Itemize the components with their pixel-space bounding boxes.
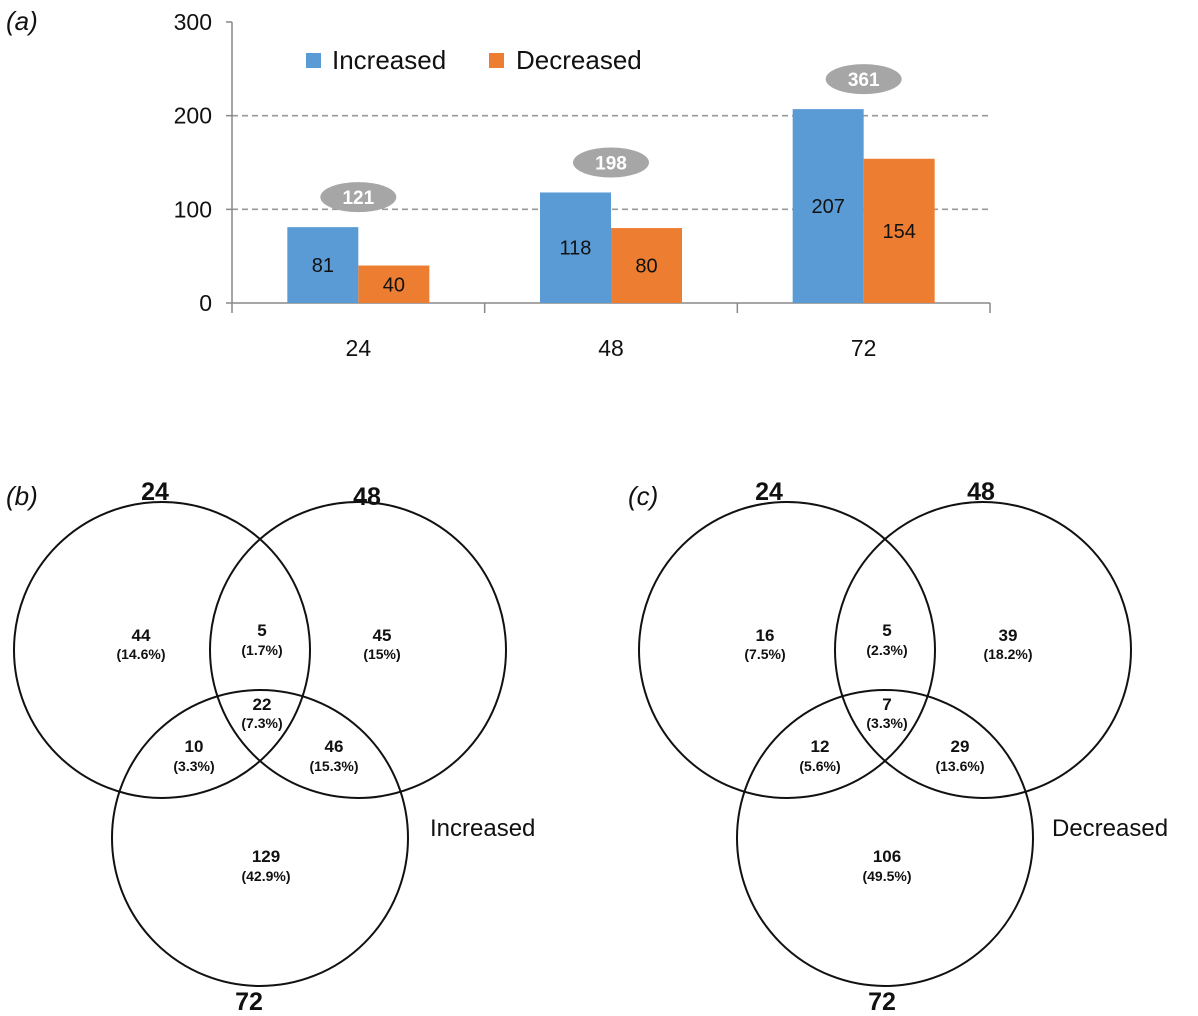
region-count: 29 — [951, 737, 970, 756]
x-tick-label: 48 — [598, 335, 624, 361]
region-count: 12 — [811, 737, 830, 756]
region-24-72: 10 (3.3%) — [173, 737, 214, 774]
legend-label-increased: Increased — [332, 45, 446, 75]
venn-title-decreased: Decreased — [1052, 815, 1168, 842]
region-only-48: 45 (15%) — [363, 626, 400, 662]
legend-swatch-increased — [306, 53, 321, 68]
set-label-48: 48 — [967, 478, 995, 506]
region-all-three: 22 (7.3%) — [241, 695, 282, 731]
venn-panel-increased: (b) 24 48 72 Increased 44 (14.6%) 5 (1.7… — [6, 478, 535, 1016]
panel-label-c: (c) — [628, 481, 658, 511]
total-badge — [825, 64, 902, 95]
venn-circle-24 — [13, 501, 311, 799]
bar-increased-48 — [540, 192, 611, 303]
region-only-24: 16 (7.5%) — [744, 626, 785, 662]
region-24-48: 5 (1.7%) — [241, 621, 282, 658]
venn-title-increased: Increased — [430, 815, 535, 842]
bar-decreased-72 — [863, 158, 935, 303]
region-count: 39 — [999, 626, 1018, 645]
region-count: 7 — [882, 695, 891, 714]
legend-label-decreased: Decreased — [516, 45, 642, 75]
region-percent: (2.3%) — [866, 642, 907, 658]
bar-value-label: 81 — [312, 255, 334, 277]
y-tick-label: 300 — [174, 9, 212, 35]
region-percent: (42.9%) — [241, 868, 290, 884]
set-label-72: 72 — [868, 988, 896, 1016]
total-label: 121 — [342, 188, 374, 209]
set-label-48: 48 — [353, 483, 381, 511]
total-label: 361 — [848, 70, 880, 91]
venn-circle-24 — [638, 501, 936, 799]
bar-value-label: 207 — [811, 196, 844, 218]
total-badge — [320, 182, 397, 213]
x-tick-label: 72 — [851, 335, 877, 361]
venn-circle-48 — [834, 501, 1132, 799]
venn-circle-72 — [111, 689, 409, 987]
region-count: 16 — [756, 626, 775, 645]
region-percent: (15%) — [363, 646, 400, 662]
region-percent: (14.6%) — [116, 646, 165, 662]
venn-circle-48 — [209, 501, 507, 799]
region-only-72: 129 (42.9%) — [241, 847, 290, 884]
x-tick-label: 24 — [346, 335, 372, 361]
region-percent: (15.3%) — [309, 758, 358, 774]
region-count: 44 — [132, 626, 151, 645]
set-label-72: 72 — [235, 988, 263, 1016]
region-percent: (18.2%) — [983, 646, 1032, 662]
region-only-24: 44 (14.6%) — [116, 626, 165, 662]
panel-label-a: (a) — [6, 6, 38, 36]
y-tick-label: 0 — [199, 290, 212, 316]
set-label-24: 24 — [755, 478, 783, 506]
region-count: 22 — [253, 695, 272, 714]
y-tick-label: 200 — [174, 103, 212, 129]
region-count: 46 — [325, 737, 344, 756]
region-percent: (3.3%) — [173, 758, 214, 774]
venn-circle-72 — [736, 689, 1034, 987]
region-count: 106 — [873, 847, 901, 866]
region-count: 5 — [257, 621, 266, 640]
region-count: 45 — [373, 626, 392, 645]
region-percent: (49.5%) — [862, 868, 911, 884]
panel-label-b: (b) — [6, 481, 38, 511]
region-count: 129 — [252, 847, 280, 866]
region-48-72: 29 (13.6%) — [935, 737, 984, 774]
y-axis: 0 100 200 300 — [174, 9, 233, 316]
legend: Increased Decreased — [306, 45, 642, 75]
bar-marks: 81 40 121 118 80 198 207 154 361 — [287, 64, 935, 303]
bar-value-label: 80 — [635, 256, 657, 278]
total-badge — [573, 147, 649, 178]
region-count: 10 — [185, 737, 204, 756]
region-percent: (5.6%) — [799, 758, 840, 774]
region-count: 5 — [882, 621, 891, 640]
region-only-72: 106 (49.5%) — [862, 847, 911, 884]
bar-chart-panel: (a) 0 100 200 300 24 48 72 81 40 121 118 80 198 207… — [6, 6, 991, 361]
region-all-three: 7 (3.3%) — [866, 695, 907, 731]
bar-value-label: 118 — [560, 238, 592, 260]
region-24-48: 5 (2.3%) — [866, 621, 907, 658]
y-tick-label: 100 — [174, 196, 212, 222]
set-label-24: 24 — [141, 478, 169, 506]
bar-increased-72 — [792, 109, 864, 303]
total-label: 198 — [595, 153, 627, 174]
region-only-48: 39 (18.2%) — [983, 626, 1032, 662]
region-percent: (13.6%) — [935, 758, 984, 774]
venn-panel-decreased: (c) 24 48 72 Decreased 16 (7.5%) 5 (2.3%… — [628, 478, 1168, 1016]
bar-value-label: 40 — [383, 274, 405, 296]
bar-increased-24 — [287, 227, 359, 303]
region-percent: (7.5%) — [744, 646, 785, 662]
bar-decreased-24 — [358, 265, 430, 303]
x-axis: 24 48 72 — [231, 302, 991, 361]
bar-value-label: 154 — [882, 221, 915, 243]
bar-decreased-48 — [611, 228, 682, 303]
region-percent: (3.3%) — [866, 715, 907, 731]
region-24-72: 12 (5.6%) — [799, 737, 840, 774]
region-percent: (7.3%) — [241, 715, 282, 731]
legend-swatch-decreased — [489, 53, 504, 68]
region-percent: (1.7%) — [241, 642, 282, 658]
region-48-72: 46 (15.3%) — [309, 737, 358, 774]
